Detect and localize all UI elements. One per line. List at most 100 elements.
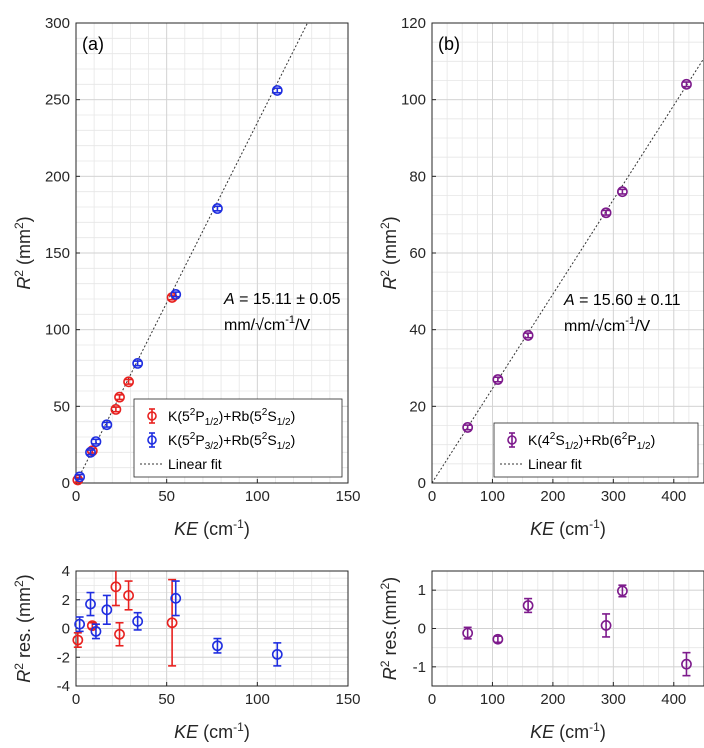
panel-a-main-plot: 0 50 100 150 0 50 100 150 200 250 300 KE (cm-1) R2 (… bbox=[12, 15, 361, 539]
series-1 bbox=[74, 85, 283, 483]
y-tick-label: 100 bbox=[401, 92, 426, 109]
marker bbox=[522, 330, 534, 341]
data-point bbox=[114, 391, 125, 403]
marker bbox=[600, 620, 612, 631]
data-point bbox=[522, 597, 534, 614]
y-tick-label: 300 bbox=[45, 15, 70, 32]
x-axis-label: KE (cm-1) bbox=[530, 517, 606, 539]
x-tick-label: 400 bbox=[661, 488, 686, 505]
x-tick-label: 300 bbox=[601, 488, 626, 505]
x-tick-label: 100 bbox=[480, 691, 505, 708]
data-point bbox=[462, 626, 474, 640]
y-tick-label: 0 bbox=[418, 621, 426, 638]
data-point bbox=[681, 78, 692, 90]
legend: K(52P1/2)+Rb(52S1/2) K(52P3/2)+Rb(52S1/2)… bbox=[133, 398, 343, 478]
x-tick-label: 100 bbox=[245, 691, 270, 708]
data-point bbox=[123, 580, 134, 611]
y-tick-label: 0 bbox=[418, 475, 426, 492]
marker bbox=[271, 85, 283, 96]
x-tick-label: 300 bbox=[601, 691, 626, 708]
fit-annotation-line1: A = 15.11 ± 0.05 bbox=[223, 291, 341, 308]
marker bbox=[522, 600, 534, 611]
series-0 bbox=[462, 584, 692, 677]
series-0 bbox=[462, 78, 692, 433]
y-tick-label: -2 bbox=[57, 649, 70, 666]
marker bbox=[123, 376, 134, 388]
data-point bbox=[85, 591, 96, 617]
x-tick-label: 200 bbox=[540, 488, 565, 505]
panel-label: (a) bbox=[82, 34, 104, 54]
legend-box bbox=[493, 422, 699, 478]
data-point bbox=[132, 357, 144, 369]
y-tick-label: 200 bbox=[45, 168, 70, 185]
y-tick-label: 150 bbox=[45, 245, 70, 262]
x-tick-label: 50 bbox=[158, 691, 175, 708]
marker bbox=[110, 403, 122, 415]
data-point bbox=[170, 580, 182, 617]
data-point bbox=[101, 419, 113, 431]
data-point bbox=[492, 374, 504, 385]
y-axis-label: R2 (mm2) bbox=[12, 216, 34, 289]
x-tick-label: 100 bbox=[480, 488, 505, 505]
x-tick-label: 50 bbox=[158, 488, 175, 505]
legend-marker bbox=[147, 411, 157, 421]
x-tick-label: 0 bbox=[428, 691, 436, 708]
data-point bbox=[85, 446, 96, 458]
marker bbox=[123, 590, 134, 601]
marker bbox=[492, 374, 504, 385]
marker bbox=[170, 592, 182, 604]
marker bbox=[681, 78, 692, 90]
marker bbox=[492, 633, 504, 645]
marker bbox=[132, 357, 144, 369]
legend-fit-label: Linear fit bbox=[528, 456, 582, 472]
marker bbox=[212, 203, 223, 214]
y-axis-label: R2 res.(mm2) bbox=[378, 577, 400, 680]
data-point bbox=[74, 471, 86, 483]
y-tick-label: 250 bbox=[45, 92, 70, 109]
legend-label: K(42S1/2)+Rb(62P1/2) bbox=[528, 431, 655, 452]
marker bbox=[114, 391, 125, 403]
data-point bbox=[462, 422, 474, 433]
data-point bbox=[617, 186, 628, 198]
data-point bbox=[522, 330, 534, 341]
marker bbox=[114, 628, 125, 640]
marker bbox=[462, 422, 474, 433]
y-tick-label: 50 bbox=[53, 398, 70, 415]
marker bbox=[617, 585, 628, 597]
y-tick-label: 40 bbox=[409, 322, 426, 339]
marker bbox=[166, 617, 178, 629]
data-point bbox=[90, 436, 102, 447]
y-axis-label: R2 (mm2) bbox=[378, 216, 400, 289]
x-axis-label: KE (cm-1) bbox=[174, 720, 250, 742]
y-tick-label: 1 bbox=[418, 582, 426, 599]
x-tick-label: 0 bbox=[72, 488, 80, 505]
marker bbox=[600, 207, 612, 219]
x-tick-label: 200 bbox=[540, 691, 565, 708]
x-tick-label: 0 bbox=[428, 488, 436, 505]
data-point bbox=[271, 85, 283, 96]
marker bbox=[72, 634, 84, 646]
data-point bbox=[110, 571, 122, 607]
x-tick-label: 400 bbox=[661, 691, 686, 708]
marker bbox=[462, 627, 474, 639]
fit-annotation-line2: mm/√cm-1/V bbox=[564, 315, 650, 335]
legend-entry: K(52P3/2)+Rb(52S1/2) bbox=[147, 431, 295, 452]
data-point bbox=[212, 203, 223, 214]
y-tick-label: 100 bbox=[45, 322, 70, 339]
marker bbox=[681, 658, 692, 670]
data-point bbox=[492, 633, 504, 645]
data-point bbox=[132, 611, 144, 631]
data-point bbox=[90, 623, 102, 640]
data-point bbox=[101, 594, 113, 625]
marker bbox=[74, 618, 86, 630]
marker bbox=[212, 640, 223, 652]
y-tick-label: 4 bbox=[62, 563, 70, 580]
legend-entry: K(52P1/2)+Rb(52S1/2) bbox=[147, 407, 295, 428]
legend-entry: K(42S1/2)+Rb(62P1/2) bbox=[507, 431, 655, 452]
y-tick-label: 0 bbox=[62, 621, 70, 638]
data-point bbox=[681, 651, 692, 677]
data-point bbox=[600, 613, 612, 638]
legend-label: K(52P1/2)+Rb(52S1/2) bbox=[168, 407, 295, 428]
